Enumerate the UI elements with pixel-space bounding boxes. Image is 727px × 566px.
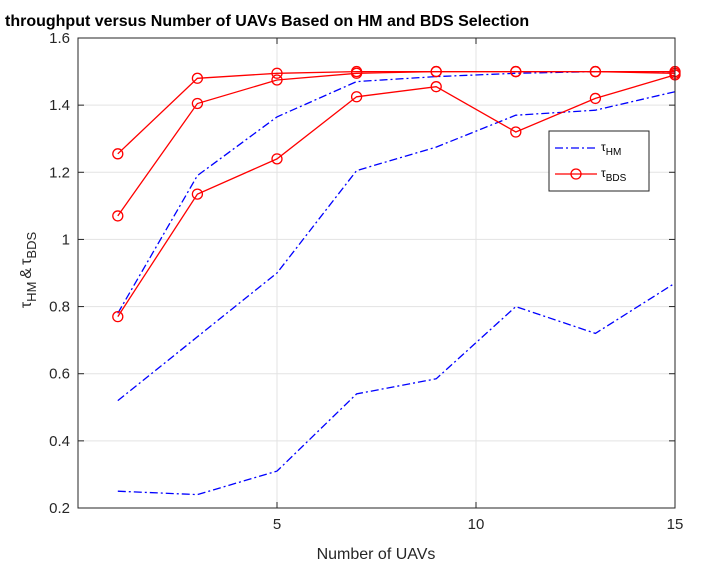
series-hm-2	[117, 70, 675, 314]
ticks	[78, 37, 676, 509]
series-3-point-4	[430, 81, 442, 93]
series-bds-5	[112, 65, 681, 160]
series-4-point-1	[191, 97, 204, 110]
y-tick-label-4: 1	[62, 231, 70, 248]
series-line-0	[117, 282, 676, 496]
legend-box	[548, 130, 650, 192]
y-tick-label-7: 1.6	[49, 30, 70, 47]
tick-labels: 5 10 15 0.2 0.4 0.6 0.8 1 1.2 1.4 1.6	[49, 30, 683, 533]
chart-title: throughput versus Number of UAVs Based o…	[5, 13, 529, 30]
series-5-point-1	[191, 72, 204, 84]
series-hm-0	[117, 282, 676, 496]
legend-label-sub-1: BDS	[606, 173, 627, 184]
y-axis-label-symbol: τ	[18, 301, 35, 308]
x-tick-label-0: 5	[273, 516, 281, 533]
y-axis-label-amp: &	[18, 268, 35, 279]
series-4-point-0	[112, 210, 124, 222]
series-line-5	[117, 70, 675, 155]
legend-label-symbol-0: τ	[601, 140, 606, 154]
series-5-point-6	[589, 65, 602, 78]
series-3-point-5	[510, 126, 522, 138]
y-tick-label-3: 0.8	[49, 299, 70, 316]
legend-item-bds: τBDS	[555, 166, 627, 184]
legend-marker-1	[570, 168, 582, 180]
legend-item-hm: τHM	[555, 140, 621, 158]
legend-label-sub-0: HM	[606, 147, 622, 158]
series-5-point-2	[271, 67, 283, 79]
plot-area	[78, 38, 675, 508]
series-3-point-2	[271, 153, 283, 165]
y-axis-label-sub-hm: HM	[24, 282, 39, 302]
x-tick-label-2: 15	[667, 516, 684, 533]
y-axis-label-symbol-2: τ	[18, 258, 35, 265]
x-tick-label-1: 10	[468, 516, 485, 533]
series-line-1	[117, 91, 676, 402]
series-3-point-0	[112, 310, 124, 323]
series-5-point-5	[510, 65, 522, 78]
y-tick-label-6: 1.4	[49, 97, 70, 114]
series-line-2	[117, 70, 675, 314]
series-5-point-4	[430, 65, 442, 78]
y-axis-label-sub-bds: BDS	[24, 232, 39, 259]
series-4-point-2	[271, 74, 283, 86]
y-tick-label-2: 0.6	[49, 366, 70, 383]
series-layer	[112, 65, 681, 496]
plot-frame	[77, 37, 676, 509]
legend-label-0: τHM	[601, 140, 621, 158]
y-tick-label-1: 0.4	[49, 433, 70, 450]
series-3-point-1	[191, 188, 204, 200]
y-tick-label-0: 0.2	[49, 500, 70, 517]
y-axis-label: τHM&τBDS	[18, 232, 39, 309]
series-hm-1	[117, 91, 676, 402]
series-5-point-0	[112, 148, 124, 160]
y-tick-label-5: 1.2	[49, 164, 70, 181]
series-3-point-6	[589, 92, 602, 105]
series-line-3	[117, 74, 676, 317]
series-3-point-3	[350, 91, 363, 103]
legend-label-symbol-1: τ	[601, 166, 606, 180]
series-5-point-3	[350, 65, 363, 78]
x-axis-label: Number of UAVs	[317, 546, 436, 563]
legend-label-1: τBDS	[601, 166, 627, 184]
